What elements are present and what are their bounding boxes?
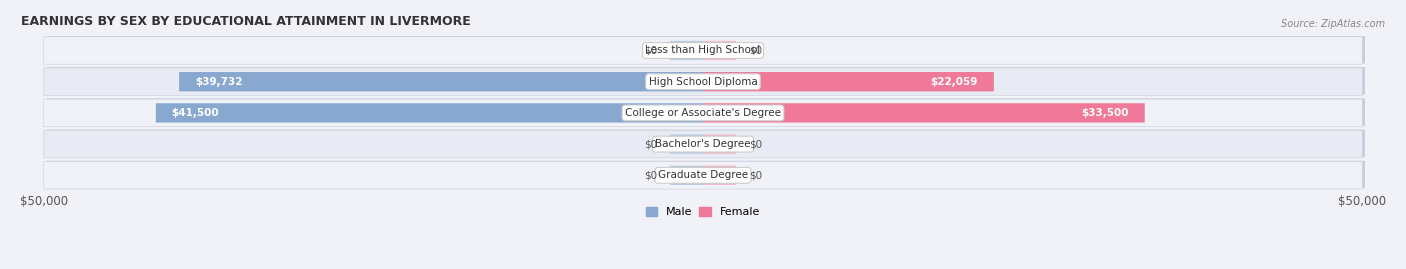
Text: $0: $0 bbox=[644, 139, 657, 149]
FancyBboxPatch shape bbox=[44, 68, 1362, 95]
FancyBboxPatch shape bbox=[703, 72, 994, 91]
FancyBboxPatch shape bbox=[671, 166, 703, 185]
Text: $39,732: $39,732 bbox=[195, 77, 242, 87]
FancyBboxPatch shape bbox=[46, 161, 1365, 188]
Text: Graduate Degree: Graduate Degree bbox=[658, 170, 748, 180]
Text: $0: $0 bbox=[644, 45, 657, 55]
FancyBboxPatch shape bbox=[44, 37, 1362, 64]
FancyBboxPatch shape bbox=[703, 134, 735, 154]
Text: $0: $0 bbox=[749, 45, 762, 55]
Text: Bachelor's Degree: Bachelor's Degree bbox=[655, 139, 751, 149]
FancyBboxPatch shape bbox=[44, 130, 1362, 158]
Text: $0: $0 bbox=[749, 139, 762, 149]
Text: $0: $0 bbox=[644, 170, 657, 180]
Text: $33,500: $33,500 bbox=[1081, 108, 1129, 118]
Text: Source: ZipAtlas.com: Source: ZipAtlas.com bbox=[1281, 19, 1385, 29]
FancyBboxPatch shape bbox=[46, 98, 1365, 126]
Text: High School Diploma: High School Diploma bbox=[648, 77, 758, 87]
Text: $22,059: $22,059 bbox=[931, 77, 979, 87]
FancyBboxPatch shape bbox=[703, 41, 735, 60]
FancyBboxPatch shape bbox=[44, 162, 1362, 189]
FancyBboxPatch shape bbox=[156, 103, 703, 123]
FancyBboxPatch shape bbox=[179, 72, 703, 91]
FancyBboxPatch shape bbox=[46, 67, 1365, 95]
FancyBboxPatch shape bbox=[46, 130, 1365, 157]
FancyBboxPatch shape bbox=[671, 134, 703, 154]
Legend: Male, Female: Male, Female bbox=[641, 203, 765, 222]
FancyBboxPatch shape bbox=[703, 166, 735, 185]
Text: Less than High School: Less than High School bbox=[645, 45, 761, 55]
Text: $0: $0 bbox=[749, 170, 762, 180]
FancyBboxPatch shape bbox=[703, 103, 1144, 123]
Text: $41,500: $41,500 bbox=[172, 108, 219, 118]
FancyBboxPatch shape bbox=[46, 36, 1365, 63]
Text: EARNINGS BY SEX BY EDUCATIONAL ATTAINMENT IN LIVERMORE: EARNINGS BY SEX BY EDUCATIONAL ATTAINMEN… bbox=[21, 15, 471, 28]
Text: College or Associate's Degree: College or Associate's Degree bbox=[626, 108, 780, 118]
FancyBboxPatch shape bbox=[44, 99, 1362, 127]
FancyBboxPatch shape bbox=[671, 41, 703, 60]
